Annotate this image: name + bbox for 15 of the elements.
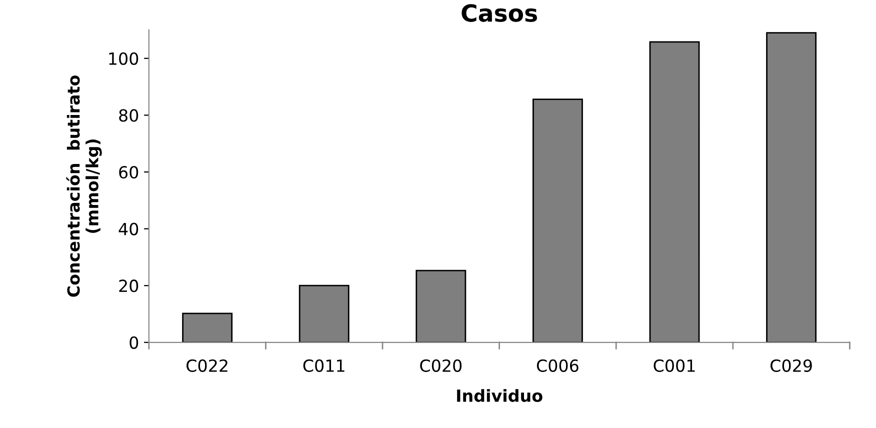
y-axis-title: Concentración butirato (mmol/kg) [66, 75, 102, 297]
x-tick-label: C020 [420, 359, 462, 372]
x-tick-label: C029 [770, 359, 812, 372]
y-tick-label: 100 [109, 52, 138, 65]
x-tick-label: C011 [303, 359, 344, 372]
x-tick-label: C001 [654, 359, 695, 372]
y-tick-label: 60 [119, 166, 138, 179]
x-tick-label: C022 [186, 359, 228, 372]
x-axis-title: Individuo [457, 389, 542, 402]
chart-title: Casos [462, 4, 537, 22]
y-tick-label: 20 [119, 280, 138, 292]
x-tick-label: C006 [536, 359, 578, 372]
y-tick-label: 0 [130, 336, 138, 349]
y-tick-label: 80 [119, 109, 138, 122]
y-tick-label: 40 [118, 222, 138, 236]
